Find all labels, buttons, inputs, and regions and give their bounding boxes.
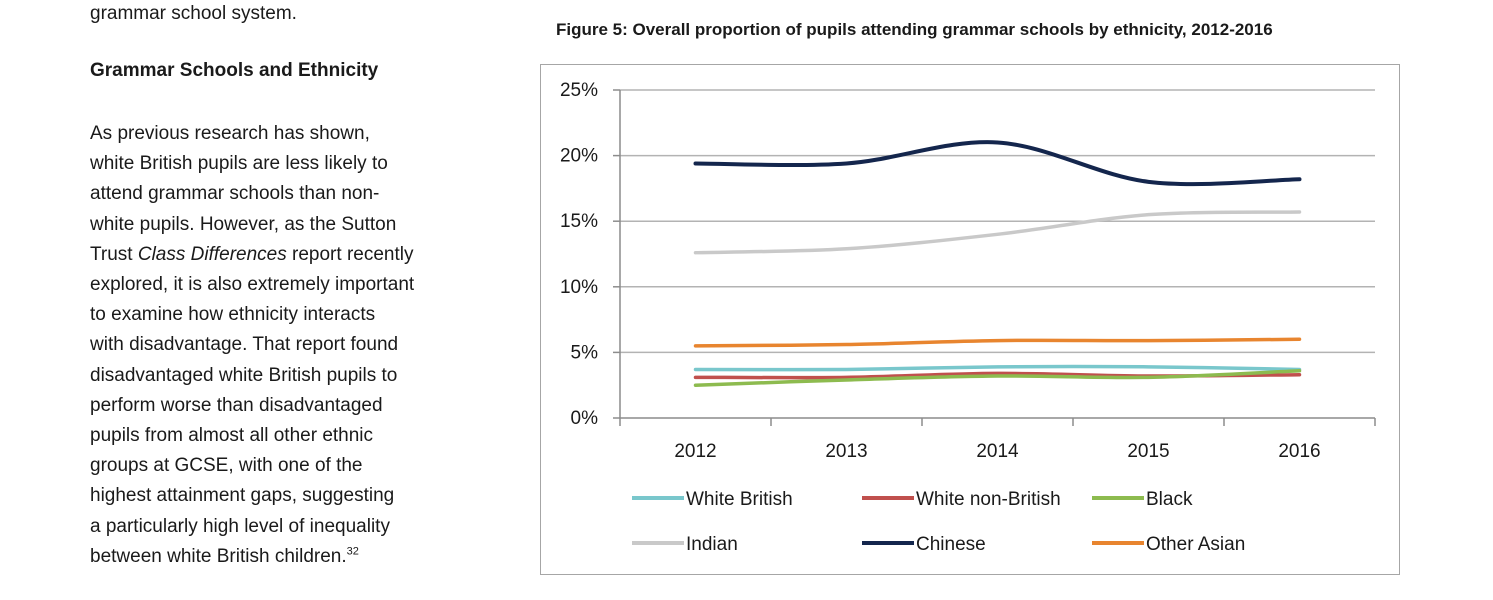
line-chart: 0% 5% 10% 15% 20% 25% 2012 2013 2014 2015 2016 Whit… [560, 80, 1376, 555]
series-line-white-british [693, 364, 1302, 372]
body-paragraph: As previous research has shown, white Br… [90, 119, 414, 572]
x-tick-label: 2015 [1127, 441, 1169, 462]
body-line: disadvantaged white British pupils to [90, 364, 398, 386]
y-tick-label: 0% [571, 408, 599, 429]
body-line-start: Trust [90, 243, 138, 265]
body-line: highest attainment gaps, suggesting [90, 485, 395, 507]
series-line-other-asian [693, 337, 1302, 348]
x-tick-label: 2016 [1278, 441, 1320, 462]
y-tick-label: 10% [560, 277, 598, 298]
x-tick-label: 2013 [825, 441, 867, 462]
body-line: pupils from almost all other ethnic [90, 425, 374, 447]
y-tick-label: 5% [571, 342, 599, 363]
legend-label-white-non-british: White non-British [916, 489, 1061, 510]
body-line: attend grammar schools than non- [90, 183, 380, 205]
body-line: groups at GCSE, with one of the [90, 455, 363, 477]
body-line: a particularly high level of inequality [90, 515, 390, 537]
series-line-chinese [693, 140, 1302, 187]
legend-label-black: Black [1146, 489, 1193, 510]
figure-title: Figure 5: Overall proportion of pupils a… [556, 20, 1273, 39]
footnote-reference[interactable]: 32 [346, 545, 359, 558]
body-line: Trust Class Differences report recently [90, 240, 414, 270]
y-tick-label: 20% [560, 146, 598, 167]
body-line: with disadvantage. That report found [90, 334, 399, 356]
report-title: Class Differences [137, 243, 287, 265]
legend-label-other-asian: Other Asian [1146, 534, 1245, 555]
intro-paragraph-tail: grammar school system. [90, 3, 297, 24]
legend-label-white-british: White British [686, 489, 793, 510]
legend-label-indian: Indian [686, 534, 738, 555]
section-heading: Grammar Schools and Ethnicity [90, 60, 379, 81]
body-line: white British pupils are less likely to [90, 153, 388, 175]
y-tick-label: 25% [560, 80, 598, 101]
series-line-black [693, 369, 1302, 387]
body-line: white pupils. However, as the Sutton [90, 213, 397, 235]
body-line-final: between white British children. [90, 545, 347, 567]
y-tick-label: 15% [560, 211, 598, 232]
legend-label-chinese: Chinese [916, 534, 986, 555]
x-tick-label: 2014 [976, 441, 1019, 462]
body-line: As previous research has shown, [90, 123, 370, 144]
body-line: between white British children.32 [90, 542, 414, 572]
x-tick-label: 2012 [674, 441, 716, 462]
chart-frame [540, 64, 1400, 575]
body-line: perform worse than disadvantaged [90, 394, 383, 416]
series-line-indian [693, 210, 1302, 255]
body-line: explored, it is also extremely important [90, 274, 415, 296]
body-line-end: report recently [286, 243, 414, 265]
body-line: to examine how ethnicity interacts [90, 304, 376, 326]
